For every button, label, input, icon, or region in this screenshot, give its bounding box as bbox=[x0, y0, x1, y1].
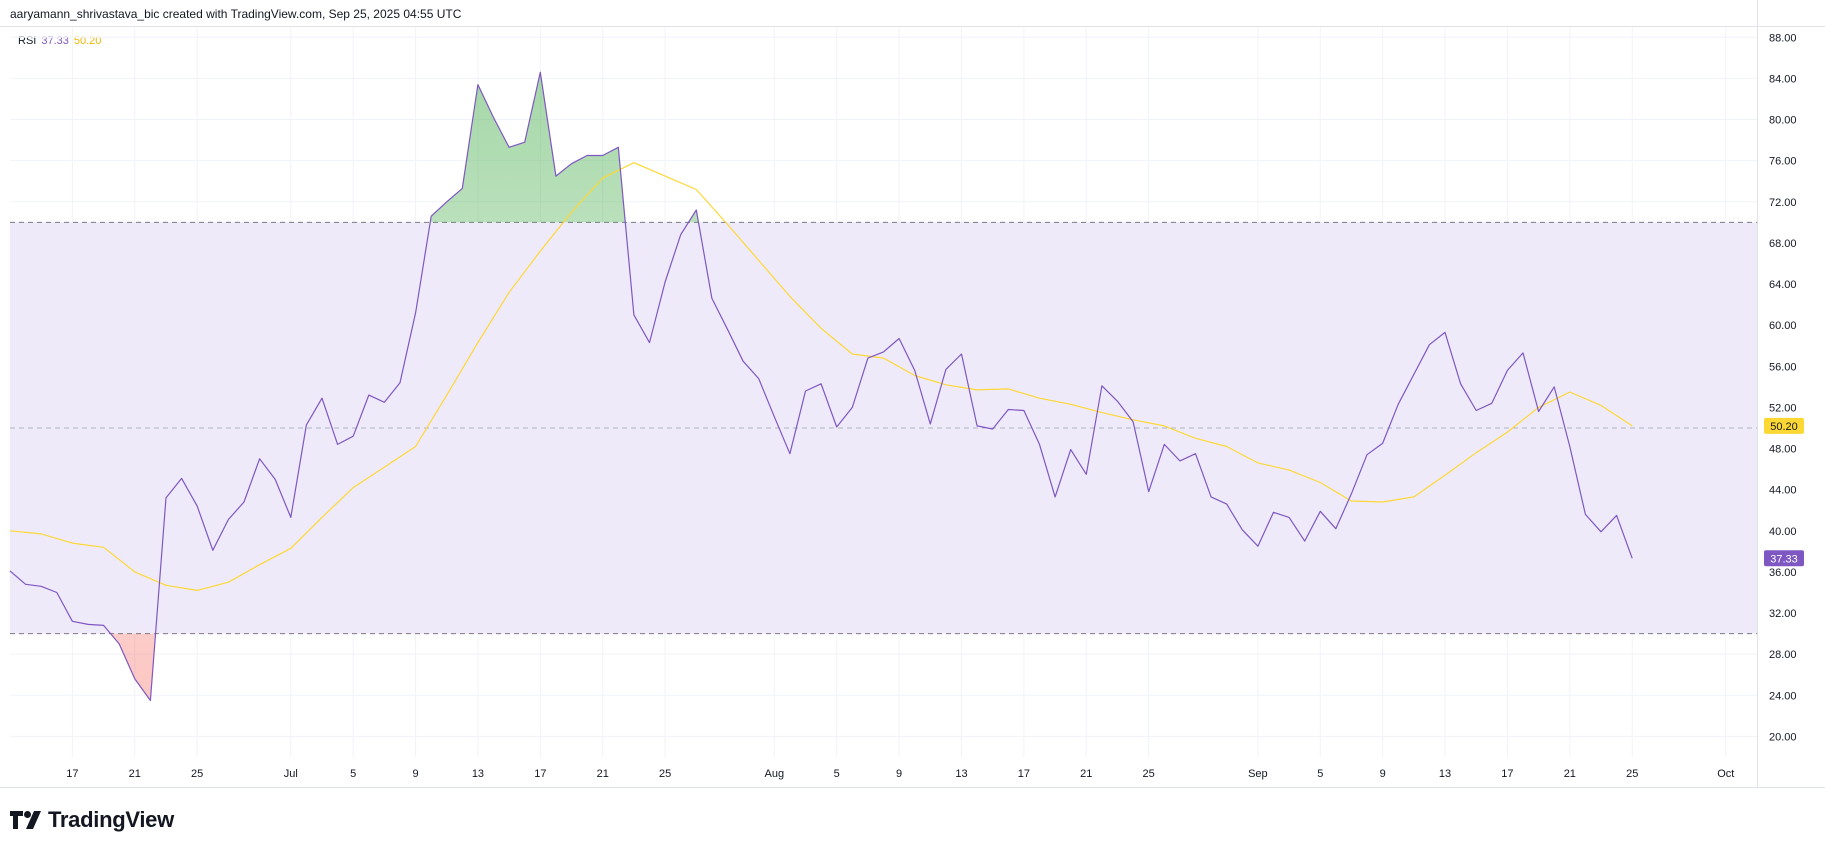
price-axis-label: 24.00 bbox=[1769, 690, 1797, 702]
time-axis-label: 25 bbox=[191, 768, 203, 780]
rsi-ma-line bbox=[9, 162, 1633, 591]
time-axis-label: 9 bbox=[1380, 768, 1386, 780]
time-axis-label: 9 bbox=[412, 768, 418, 780]
badge-background bbox=[1764, 550, 1804, 567]
tradingview-logo-icon bbox=[10, 811, 41, 829]
chart-caption: aaryamann_shrivastava_bic created with T… bbox=[10, 7, 462, 21]
price-axis-label: 88.00 bbox=[1769, 32, 1797, 44]
price-axis-label: 56.00 bbox=[1769, 361, 1797, 373]
price-axis-label: 60.00 bbox=[1769, 320, 1797, 332]
badge-value: 37.33 bbox=[1770, 553, 1798, 565]
time-axis-label: Aug bbox=[765, 768, 785, 780]
indicator-legend[interactable]: RSI 37.33 50.20 bbox=[18, 35, 106, 47]
tradingview-logo[interactable]: TradingView bbox=[10, 807, 174, 833]
price-axis-label: 72.00 bbox=[1769, 197, 1797, 209]
time-axis-label: Oct bbox=[1717, 768, 1734, 780]
time-axis-label: 13 bbox=[955, 768, 967, 780]
time-axis-label: 13 bbox=[472, 768, 484, 780]
badge-background bbox=[1764, 417, 1804, 434]
price-axis-label: 44.00 bbox=[1769, 485, 1797, 497]
time-axis-label: 21 bbox=[1564, 768, 1576, 780]
time-axis-label: 17 bbox=[1018, 768, 1030, 780]
time-axis-label: 5 bbox=[350, 768, 356, 780]
time-axis-label: Jul bbox=[284, 768, 298, 780]
price-axis: 20.00 24.00 28.00 32.00 36.00 40.00 44.00 48.00… bbox=[1769, 32, 1797, 743]
price-axis-label: 52.00 bbox=[1769, 402, 1797, 414]
time-axis-label: 5 bbox=[834, 768, 840, 780]
price-axis-label: 48.00 bbox=[1769, 444, 1797, 456]
price-axis-label: 36.00 bbox=[1769, 567, 1797, 579]
legend-ma-value: 50.20 bbox=[73, 35, 102, 47]
rsi-last-value-badge: 37.33 bbox=[1764, 550, 1804, 567]
price-axis-label: 76.00 bbox=[1769, 156, 1797, 168]
time-axis-label: 21 bbox=[1080, 768, 1092, 780]
ma-last-value-badge: 50.20 bbox=[1764, 417, 1804, 434]
price-axis-label: 68.00 bbox=[1769, 238, 1797, 250]
rsi-line bbox=[9, 71, 1633, 702]
price-axis-label: 64.00 bbox=[1769, 279, 1797, 291]
price-axis-label: 20.00 bbox=[1769, 731, 1797, 743]
time-axis-label: 17 bbox=[66, 768, 78, 780]
tradingview-logo-text: TradingView bbox=[48, 807, 174, 832]
price-axis-label: 80.00 bbox=[1769, 115, 1797, 127]
legend-rsi-value: 37.33 bbox=[41, 35, 69, 47]
time-axis-label: 25 bbox=[659, 768, 671, 780]
time-axis-label: 9 bbox=[896, 768, 902, 780]
time-axis-label: Sep bbox=[1248, 768, 1268, 780]
time-axis-label: 17 bbox=[1501, 768, 1513, 780]
badge-value: 50.20 bbox=[1770, 421, 1798, 433]
legend-indicator-name: RSI bbox=[18, 35, 37, 47]
time-axis-label: 21 bbox=[597, 768, 609, 780]
price-axis-label: 40.00 bbox=[1769, 526, 1797, 538]
time-axis-label: 25 bbox=[1626, 768, 1638, 780]
price-axis-label: 28.00 bbox=[1769, 649, 1797, 661]
price-axis-label: 32.00 bbox=[1769, 608, 1797, 620]
time-axis-label: 17 bbox=[534, 768, 546, 780]
time-axis-label: 13 bbox=[1439, 768, 1451, 780]
time-axis-label: 5 bbox=[1317, 768, 1323, 780]
time-axis: 17 21 25 Jul 5 9 13 17 21 25 Aug 5 9 13 17 21 25 Sep 5 9 13 1… bbox=[66, 768, 1734, 780]
time-axis-label: 21 bbox=[129, 768, 141, 780]
time-axis-label: 25 bbox=[1143, 768, 1155, 780]
price-axis-label: 84.00 bbox=[1769, 73, 1797, 85]
